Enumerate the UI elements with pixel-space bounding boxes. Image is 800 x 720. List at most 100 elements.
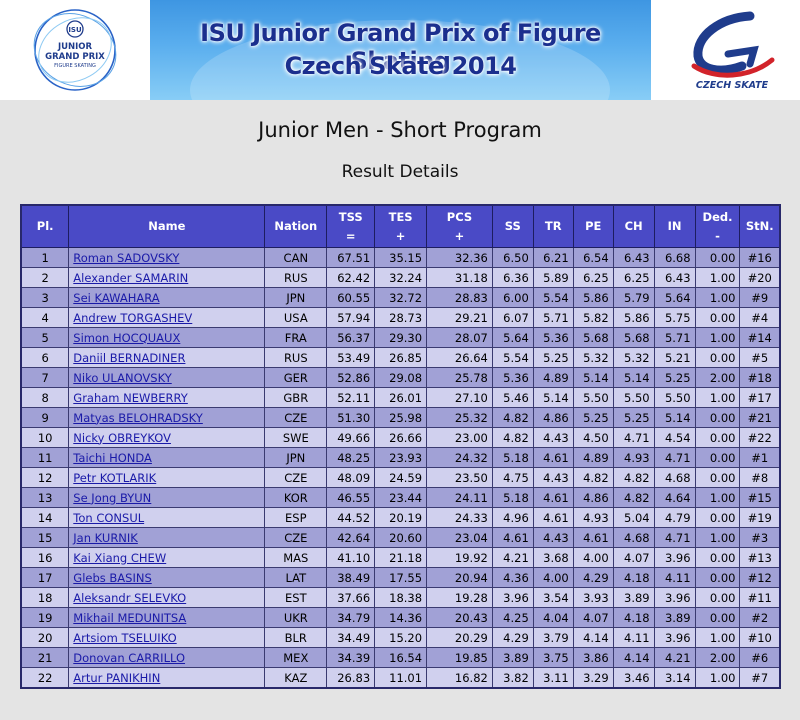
table-row: 9 Matyas BELOHRADSKY CZE 51.30 25.98 25.32 4.8…: [20, 407, 781, 428]
ch-cell: 5.32: [612, 347, 655, 368]
ss-cell: 4.82: [491, 407, 534, 428]
start-number-cell: #18: [739, 367, 781, 388]
col-ch-header: CH: [612, 204, 655, 248]
start-number-cell: #16: [739, 247, 781, 268]
svg-text:GRAND PRIX: GRAND PRIX: [45, 52, 105, 62]
ded-cell: 0.00: [694, 507, 741, 528]
table-row: 7 Niko ULANOVSKY GER 52.86 29.08 25.78 5.36 4.8…: [20, 367, 781, 388]
tes-cell: 24.59: [374, 467, 428, 488]
ded-cell: 0.00: [694, 587, 741, 608]
pe-cell: 4.00: [572, 547, 614, 568]
ch-cell: 4.18: [612, 607, 655, 628]
skater-name-link[interactable]: Graham NEWBERRY: [73, 390, 188, 405]
banner-title-line1: ISU Junior Grand Prix of Figure Skating: [200, 19, 601, 75]
skater-name-link[interactable]: Jan KURNIK: [73, 530, 138, 545]
in-cell: 3.14: [653, 667, 696, 689]
tss-cell: 52.11: [326, 387, 376, 408]
skater-name-link[interactable]: Andrew TORGASHEV: [73, 310, 193, 325]
table-row: 13 Se Jong BYUN KOR 46.55 23.44 24.11 5.18 4.61…: [20, 487, 781, 508]
skater-name-link[interactable]: Nicky OBREYKOV: [73, 430, 171, 445]
name-cell: Niko ULANOVSKY: [68, 367, 266, 388]
table-row: 1 Roman SADOVSKY CAN 67.51 35.15 32.36 6.50 6.2…: [20, 247, 781, 268]
header-label: Pl.: [36, 219, 54, 233]
skater-name-link[interactable]: Matyas BELOHRADSKY: [73, 410, 203, 425]
skater-name-link[interactable]: Sei KAWAHARA: [73, 290, 160, 305]
event-banner: ISU Junior Grand Prix of Figure Skating …: [150, 0, 651, 100]
ss-cell: 4.25: [491, 607, 534, 628]
nation-cell: MEX: [264, 647, 328, 668]
ded-cell: 0.00: [694, 407, 741, 428]
nation-cell: RUS: [264, 347, 328, 368]
start-number-cell: #9: [739, 287, 781, 308]
ch-cell: 5.14: [612, 367, 655, 388]
skater-name-link[interactable]: Ton CONSUL: [73, 510, 145, 525]
tr-cell: 3.79: [532, 627, 574, 648]
in-cell: 5.50: [653, 387, 696, 408]
pcs-cell: 19.28: [426, 587, 493, 608]
place-cell: 4: [20, 307, 70, 328]
tss-cell: 48.25: [326, 447, 376, 468]
header-operator: -: [715, 228, 720, 243]
start-number-cell: #21: [739, 407, 781, 428]
skater-name-link[interactable]: Artsiom TSELUIKO: [73, 630, 177, 645]
in-cell: 4.54: [653, 427, 696, 448]
ded-cell: 2.00: [694, 367, 741, 388]
tr-cell: 5.36: [532, 327, 574, 348]
pcs-cell: 19.92: [426, 547, 493, 568]
skater-name-link[interactable]: Roman SADOVSKY: [73, 250, 180, 265]
tes-cell: 26.66: [374, 427, 428, 448]
place-cell: 10: [20, 427, 70, 448]
skater-name-link[interactable]: Daniil BERNADINER: [73, 350, 186, 365]
header-operator: +: [395, 228, 406, 243]
start-number-cell: #11: [739, 587, 781, 608]
skater-name-link[interactable]: Simon HOCQUAUX: [73, 330, 181, 345]
ss-cell: 5.64: [491, 327, 534, 348]
page-title: Junior Men - Short Program: [258, 118, 542, 142]
nation-cell: CAN: [264, 247, 328, 268]
tr-cell: 4.86: [532, 407, 574, 428]
col-pe-header: PE: [572, 204, 614, 248]
start-number-cell: #12: [739, 567, 781, 588]
place-cell: 1: [20, 247, 70, 268]
skater-name-link[interactable]: Aleksandr SELEVKO: [73, 590, 187, 605]
ded-cell: 0.00: [694, 567, 741, 588]
skater-name-link[interactable]: Niko ULANOVSKY: [73, 370, 172, 385]
skater-name-link[interactable]: Taichi HONDA: [73, 450, 152, 465]
col-name-header: Name: [68, 204, 266, 248]
name-cell: Matyas BELOHRADSKY: [68, 407, 266, 428]
ch-cell: 5.25: [612, 407, 655, 428]
skater-name-link[interactable]: Alexander SAMARIN: [73, 270, 189, 285]
skater-name-link[interactable]: Se Jong BYUN: [73, 490, 152, 505]
skater-name-link[interactable]: Kai Xiang CHEW: [73, 550, 167, 565]
skater-name-link[interactable]: Petr KOTLARIK: [73, 470, 157, 485]
tes-cell: 18.38: [374, 587, 428, 608]
tes-cell: 16.54: [374, 647, 428, 668]
in-cell: 4.64: [653, 487, 696, 508]
header-label: TES: [388, 209, 413, 224]
place-cell: 19: [20, 607, 70, 628]
tes-cell: 15.20: [374, 627, 428, 648]
pe-cell: 4.61: [572, 527, 614, 548]
table-row: 15 Jan KURNIK CZE 42.64 20.60 23.04 4.61 4.43 4.…: [20, 527, 781, 548]
place-cell: 17: [20, 567, 70, 588]
ch-cell: 5.68: [612, 327, 655, 348]
pe-cell: 4.89: [572, 447, 614, 468]
ded-cell: 1.00: [694, 667, 741, 689]
col-ded-header: Ded. -: [694, 204, 741, 248]
col-tes-header: TES +: [374, 204, 428, 248]
col-nation-header: Nation: [264, 204, 328, 248]
skater-name-link[interactable]: Glebs BASINS: [73, 570, 152, 585]
pcs-cell: 23.04: [426, 527, 493, 548]
col-start-number-header: StN.: [739, 204, 781, 248]
ded-cell: 1.00: [694, 627, 741, 648]
pcs-cell: 25.32: [426, 407, 493, 428]
start-number-cell: #8: [739, 467, 781, 488]
skater-name-link[interactable]: Donovan CARRILLO: [73, 650, 186, 665]
skater-name-link[interactable]: Artur PANIKHIN: [73, 670, 161, 685]
header-label: PCS: [446, 209, 473, 224]
tr-cell: 5.71: [532, 307, 574, 328]
pcs-cell: 26.64: [426, 347, 493, 368]
table-row: 2 Alexander SAMARIN RUS 62.42 32.24 31.18 6.36…: [20, 267, 781, 288]
skater-name-link[interactable]: Mikhail MEDUNITSA: [73, 610, 187, 625]
ch-cell: 5.04: [612, 507, 655, 528]
